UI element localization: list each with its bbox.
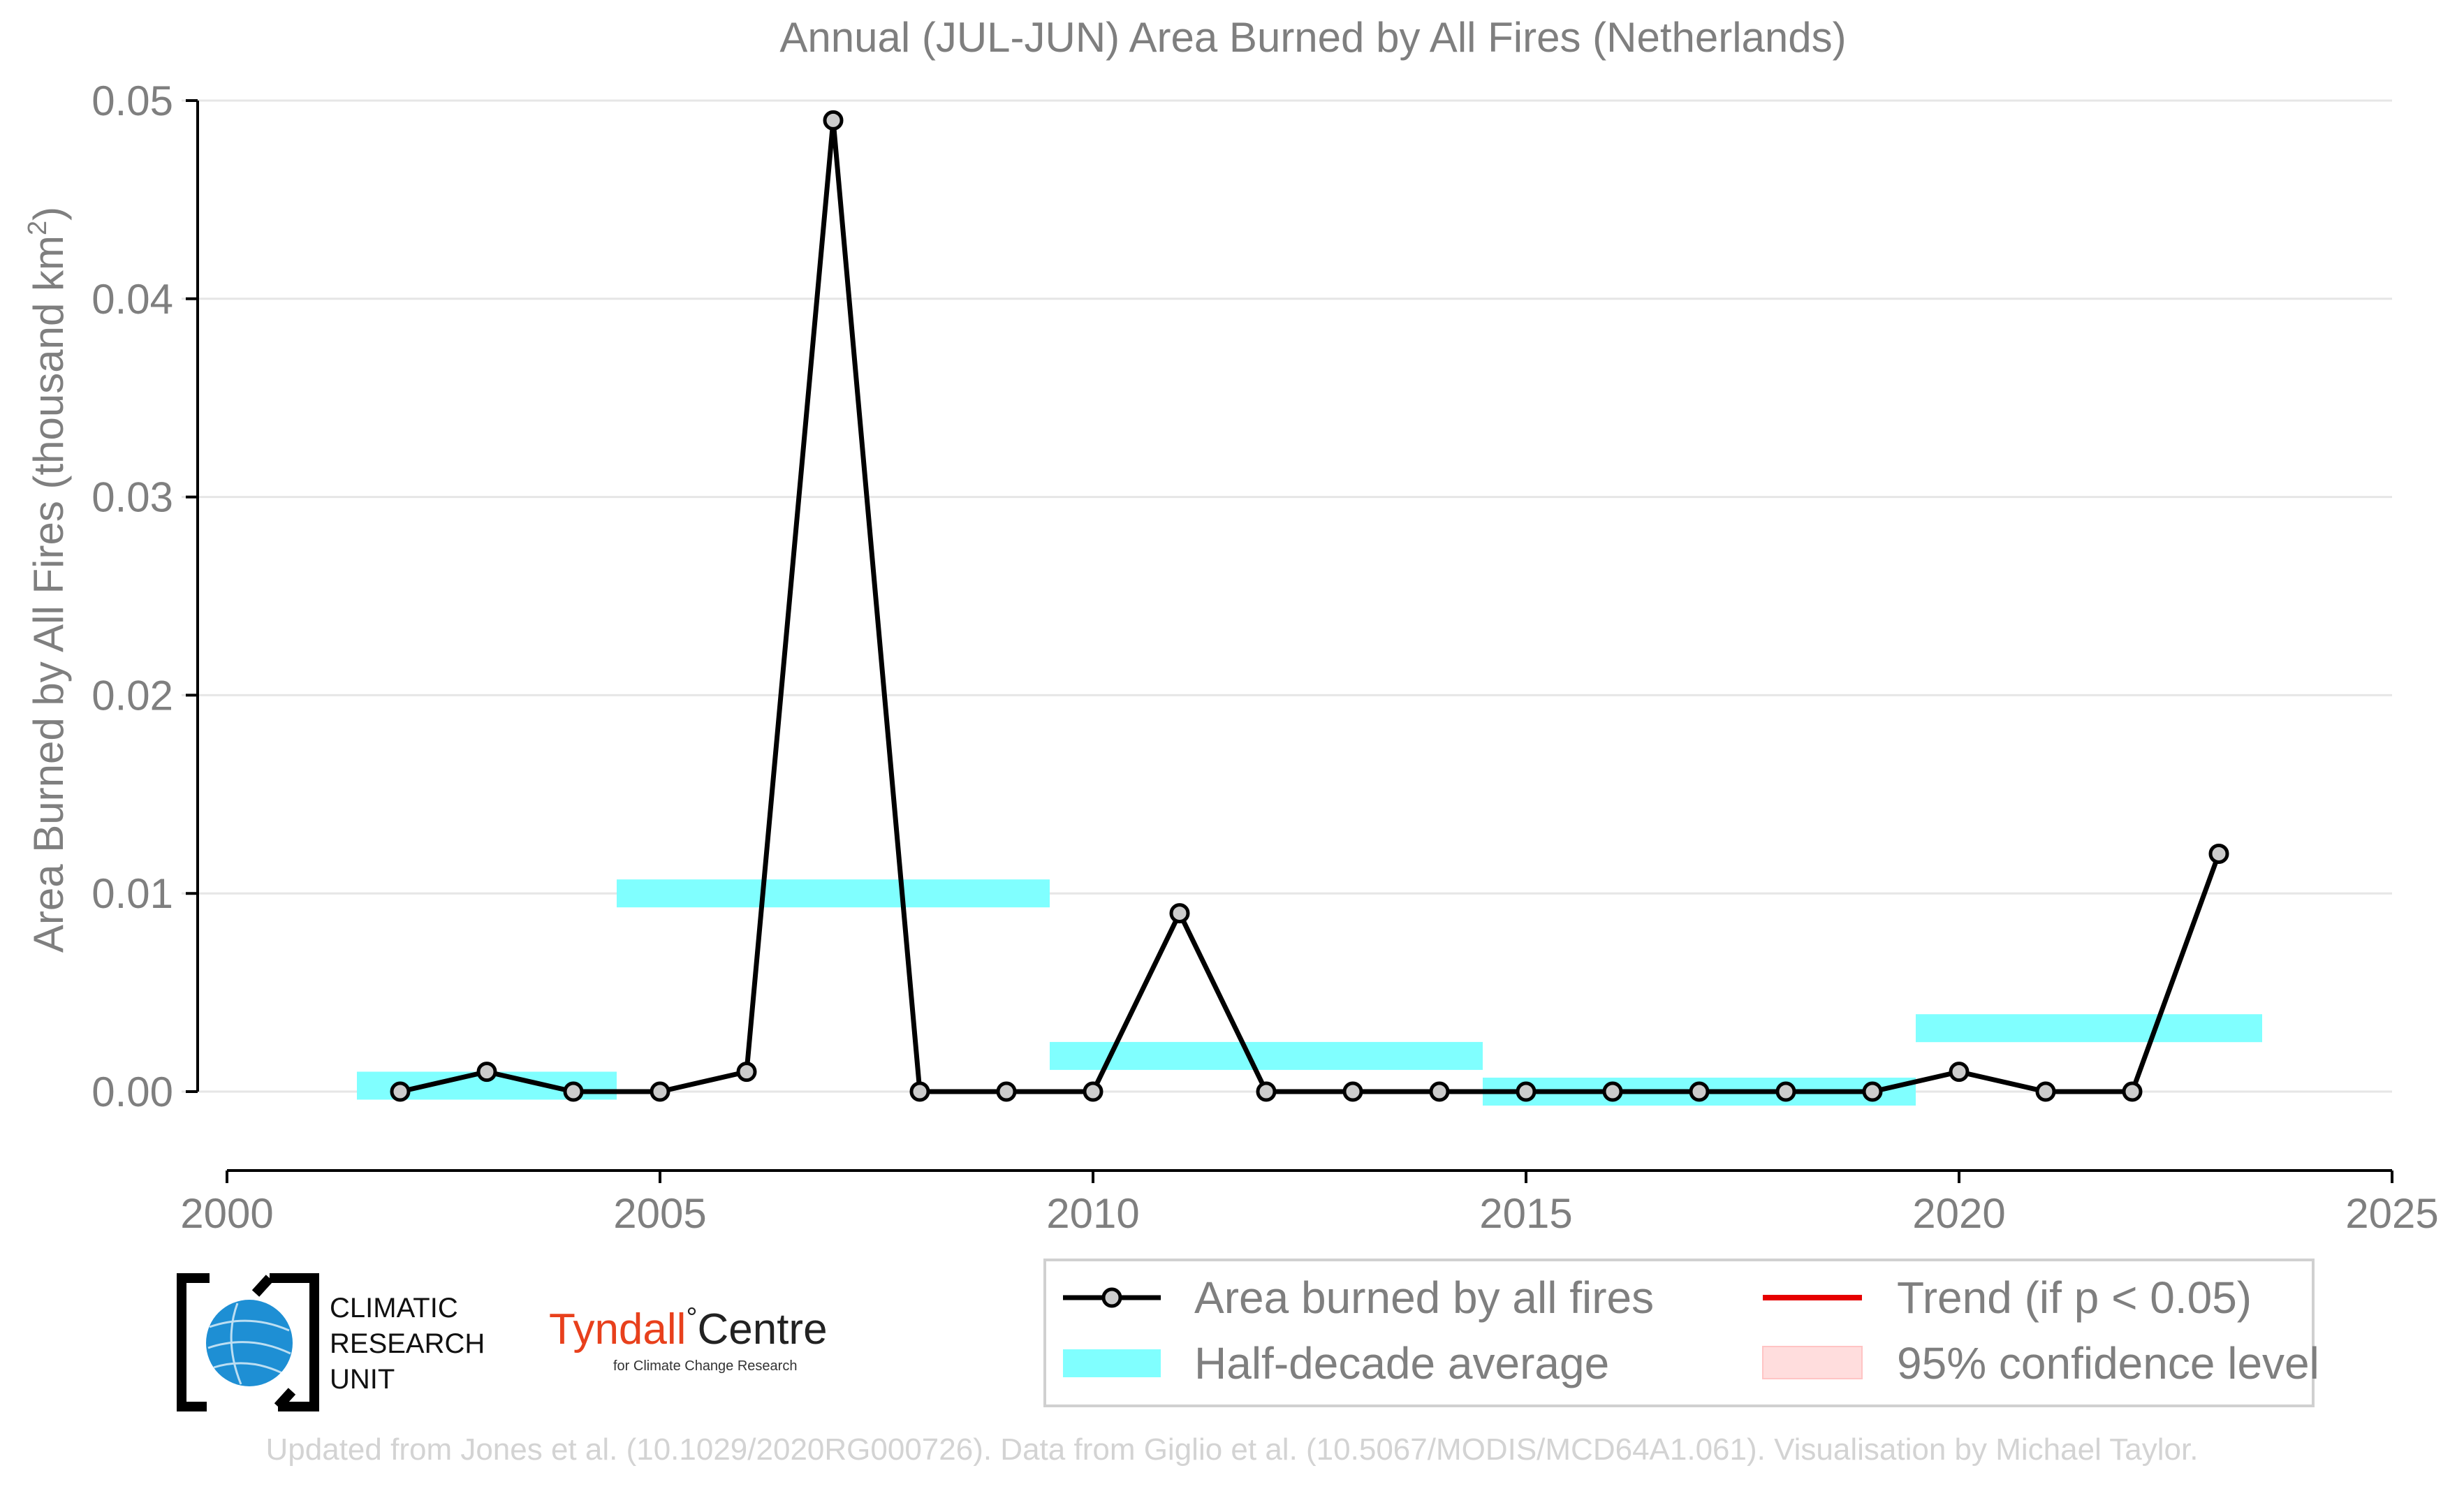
data-point — [823, 110, 844, 131]
tyndall-logo-black: Centre — [697, 1305, 827, 1354]
half-decade-bands — [357, 879, 2262, 1106]
footer-credit: Updated from Jones et al. (10.1029/2020R… — [266, 1432, 2199, 1467]
y-tick-label: 0.00 — [91, 1069, 173, 1115]
tyndall-logo-text: Tyndall°Centre — [549, 1303, 828, 1354]
cru-logo: CLIMATIC RESEARCH UNIT — [177, 1273, 485, 1411]
data-point — [1775, 1081, 1796, 1102]
data-point — [909, 1081, 930, 1102]
data-point — [996, 1081, 1017, 1102]
gridlines — [182, 99, 2392, 1093]
data-point — [1689, 1081, 1710, 1102]
half-decade-band — [1050, 1041, 1483, 1070]
data-point — [1949, 1062, 1970, 1083]
y-tick-label: 0.02 — [91, 672, 173, 719]
half-decade-band — [1916, 1014, 2262, 1043]
series-line — [399, 117, 2222, 1094]
data-point — [2035, 1081, 2056, 1102]
tyndall-logo-red: Tyndall — [549, 1305, 686, 1354]
data-point — [736, 1062, 757, 1083]
y-ticks: 0.00 0.01 0.02 0.03 0.04 0.05 — [91, 78, 198, 1115]
cru-logo-line-2: RESEARCH — [330, 1328, 485, 1359]
x-tick-label: 2025 — [2345, 1190, 2438, 1237]
data-point — [1169, 903, 1190, 924]
legend-label-area-burned: Area burned by all fires — [1194, 1272, 1654, 1323]
data-point — [650, 1081, 670, 1102]
y-tick-label: 0.04 — [91, 276, 173, 323]
data-series — [390, 110, 2229, 1102]
x-tick-label: 2020 — [1912, 1190, 2005, 1237]
cru-logo-line-1: CLIMATIC — [330, 1293, 458, 1323]
tyndall-logo: Tyndall°Centre for Climate Change Resear… — [549, 1303, 828, 1374]
cru-logo-line-3: UNIT — [330, 1364, 395, 1395]
y-tick-label: 0.03 — [91, 474, 173, 521]
legend-label-half-decade: Half-decade average — [1194, 1338, 1609, 1388]
data-point — [390, 1081, 411, 1102]
y-axis-label-superscript: 2 — [23, 221, 52, 235]
data-point — [476, 1062, 497, 1083]
y-axis-label: Area Burned by All Fires (thousand km2) — [23, 207, 72, 953]
legend: Area burned by all fires Trend (if p < 0… — [1043, 1259, 2319, 1407]
data-point — [1083, 1081, 1103, 1102]
tyndall-logo-degree: ° — [686, 1303, 697, 1333]
legend-label-confidence: 95% confidence level — [1897, 1338, 2319, 1388]
tyndall-logo-subtitle: for Climate Change Research — [613, 1358, 797, 1374]
data-point — [1256, 1081, 1277, 1102]
legend-marker-area-burned — [1101, 1287, 1122, 1308]
data-point — [1862, 1081, 1883, 1102]
data-point — [1342, 1081, 1363, 1102]
y-tick-label: 0.01 — [91, 870, 173, 917]
x-ticks: 2000 2005 2010 2015 2020 2025 — [180, 1171, 2439, 1237]
data-point — [1429, 1081, 1450, 1102]
x-tick-label: 2015 — [1479, 1190, 1572, 1237]
legend-swatch-confidence — [1762, 1346, 1863, 1379]
y-axis-label-main: Area Burned by All Fires (thousand km — [25, 235, 72, 953]
cru-logo-bracket — [177, 1273, 319, 1411]
data-point — [2208, 843, 2229, 864]
data-point — [2122, 1081, 2143, 1102]
data-point — [563, 1081, 584, 1102]
legend-frame — [1043, 1259, 2315, 1407]
x-tick-label: 2005 — [613, 1190, 706, 1237]
data-point — [1516, 1081, 1537, 1102]
legend-label-trend: Trend (if p < 0.05) — [1897, 1272, 2252, 1323]
axes — [196, 101, 2392, 1172]
y-tick-label: 0.05 — [91, 78, 173, 124]
data-point — [1602, 1081, 1623, 1102]
chart-title: Annual (JUL-JUN) Area Burned by All Fire… — [779, 14, 1846, 61]
y-axis-label-tail: ) — [25, 207, 72, 221]
x-tick-label: 2010 — [1046, 1190, 1139, 1237]
half-decade-band — [617, 879, 1050, 908]
cru-globe-lines — [207, 1303, 291, 1385]
legend-swatch-half-decade — [1063, 1349, 1161, 1377]
x-tick-label: 2000 — [180, 1190, 273, 1237]
